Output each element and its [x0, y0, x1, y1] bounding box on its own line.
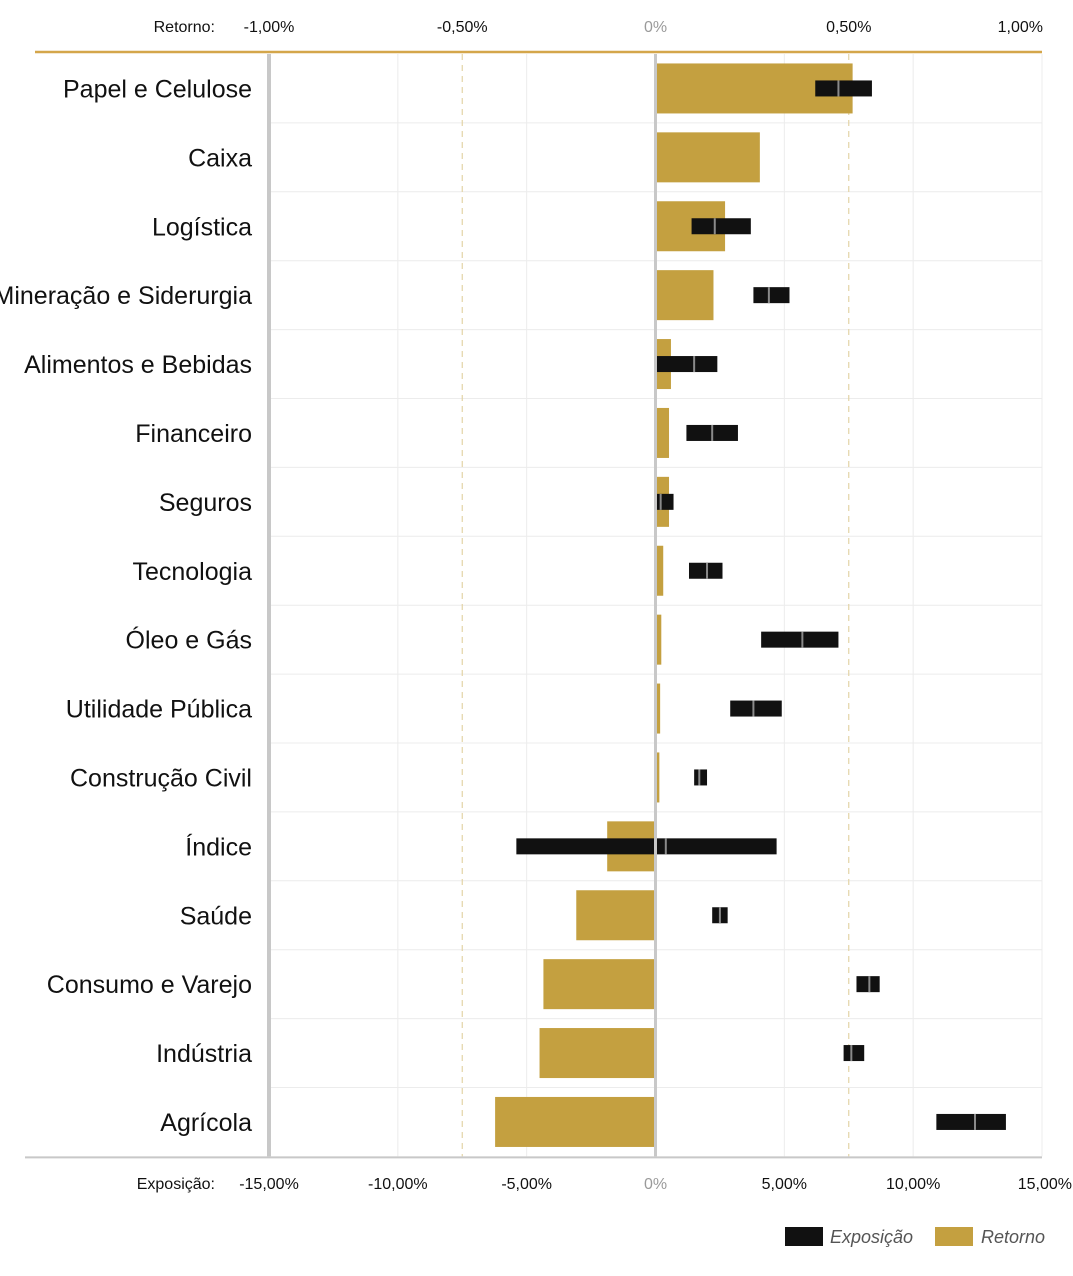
category-label: Papel e Celulose	[63, 75, 252, 103]
exposicao-range	[516, 838, 777, 855]
bottom-axis-title: Exposição:	[137, 1176, 215, 1193]
bottom-tick-label: 15,00%	[1018, 1176, 1072, 1193]
axes	[25, 50, 1042, 1159]
exposicao-range	[730, 700, 782, 717]
category-label: Utilidade Pública	[66, 696, 252, 724]
exposicao-range	[761, 631, 839, 648]
top-axis-title: Retorno:	[154, 19, 215, 36]
retorno-bar	[495, 1096, 656, 1147]
bottom-tick-label: 10,00%	[886, 1176, 940, 1193]
category-labels: Papel e Celulose Caixa Logística Mineração …	[0, 75, 252, 1137]
exposicao-range	[694, 769, 708, 786]
retorno-bar	[543, 959, 656, 1010]
category-label: Logística	[152, 213, 252, 241]
exposicao-range	[655, 356, 718, 373]
bottom-axis-ticks: Exposição: -15,00% -10,00% -5,00% 0% 5,00% 10…	[137, 1176, 1072, 1193]
category-label: Saúde	[180, 902, 252, 930]
legend-label-exposicao: Exposição	[830, 1227, 913, 1247]
category-label: Alimentos e Bebidas	[24, 351, 252, 379]
category-label: Construção Civil	[70, 764, 252, 792]
top-tick-label: 0%	[644, 19, 667, 36]
category-label: Agrícola	[160, 1109, 252, 1137]
category-label: Indústria	[156, 1040, 252, 1068]
retorno-bars	[495, 63, 853, 1147]
category-label: Óleo e Gás	[126, 626, 252, 655]
top-tick-label: 1,00%	[998, 19, 1043, 36]
retorno-bar	[655, 407, 670, 458]
exposicao-range	[688, 562, 723, 579]
legend-swatch-retorno	[935, 1227, 973, 1246]
exposicao-ranges	[516, 80, 1006, 1130]
category-label: Tecnologia	[132, 558, 252, 586]
exposicao-range	[936, 1113, 1006, 1130]
retorno-bar	[655, 270, 714, 321]
bottom-tick-label: -5,00%	[501, 1176, 552, 1193]
exposicao-range	[843, 1045, 865, 1062]
bottom-tick-label: -15,00%	[239, 1176, 299, 1193]
category-label: Financeiro	[135, 420, 252, 448]
exposicao-range	[815, 80, 872, 97]
top-axis-ticks: Retorno: -1,00% -0,50% 0% 0,50% 1,00%	[154, 19, 1043, 36]
category-label: Mineração e Siderurgia	[0, 282, 252, 310]
top-tick-label: -0,50%	[437, 19, 488, 36]
exposicao-range	[655, 493, 674, 510]
exposicao-range	[691, 218, 751, 235]
category-label: Seguros	[159, 489, 252, 517]
exposicao-range	[856, 976, 880, 993]
retorno-bar	[576, 890, 656, 941]
retorno-bar	[655, 752, 660, 803]
bottom-tick-label: 5,00%	[762, 1176, 807, 1193]
retorno-bar	[655, 614, 662, 665]
retorno-bar	[655, 545, 664, 596]
legend-swatch-exposicao	[785, 1227, 823, 1246]
legend-label-retorno: Retorno	[981, 1227, 1045, 1247]
category-label: Consumo e Varejo	[47, 971, 252, 999]
retorno-bar	[539, 1028, 656, 1079]
retorno-bar	[655, 683, 661, 734]
retorno-bar	[655, 132, 760, 183]
category-label: Índice	[185, 832, 252, 861]
category-label: Caixa	[188, 144, 252, 172]
legend: Exposição Retorno	[785, 1227, 1045, 1247]
exposicao-range	[753, 287, 790, 304]
bottom-tick-label: -10,00%	[368, 1176, 428, 1193]
top-tick-label: -1,00%	[244, 19, 295, 36]
bottom-tick-label: 0%	[644, 1176, 667, 1193]
top-tick-label: 0,50%	[826, 19, 871, 36]
